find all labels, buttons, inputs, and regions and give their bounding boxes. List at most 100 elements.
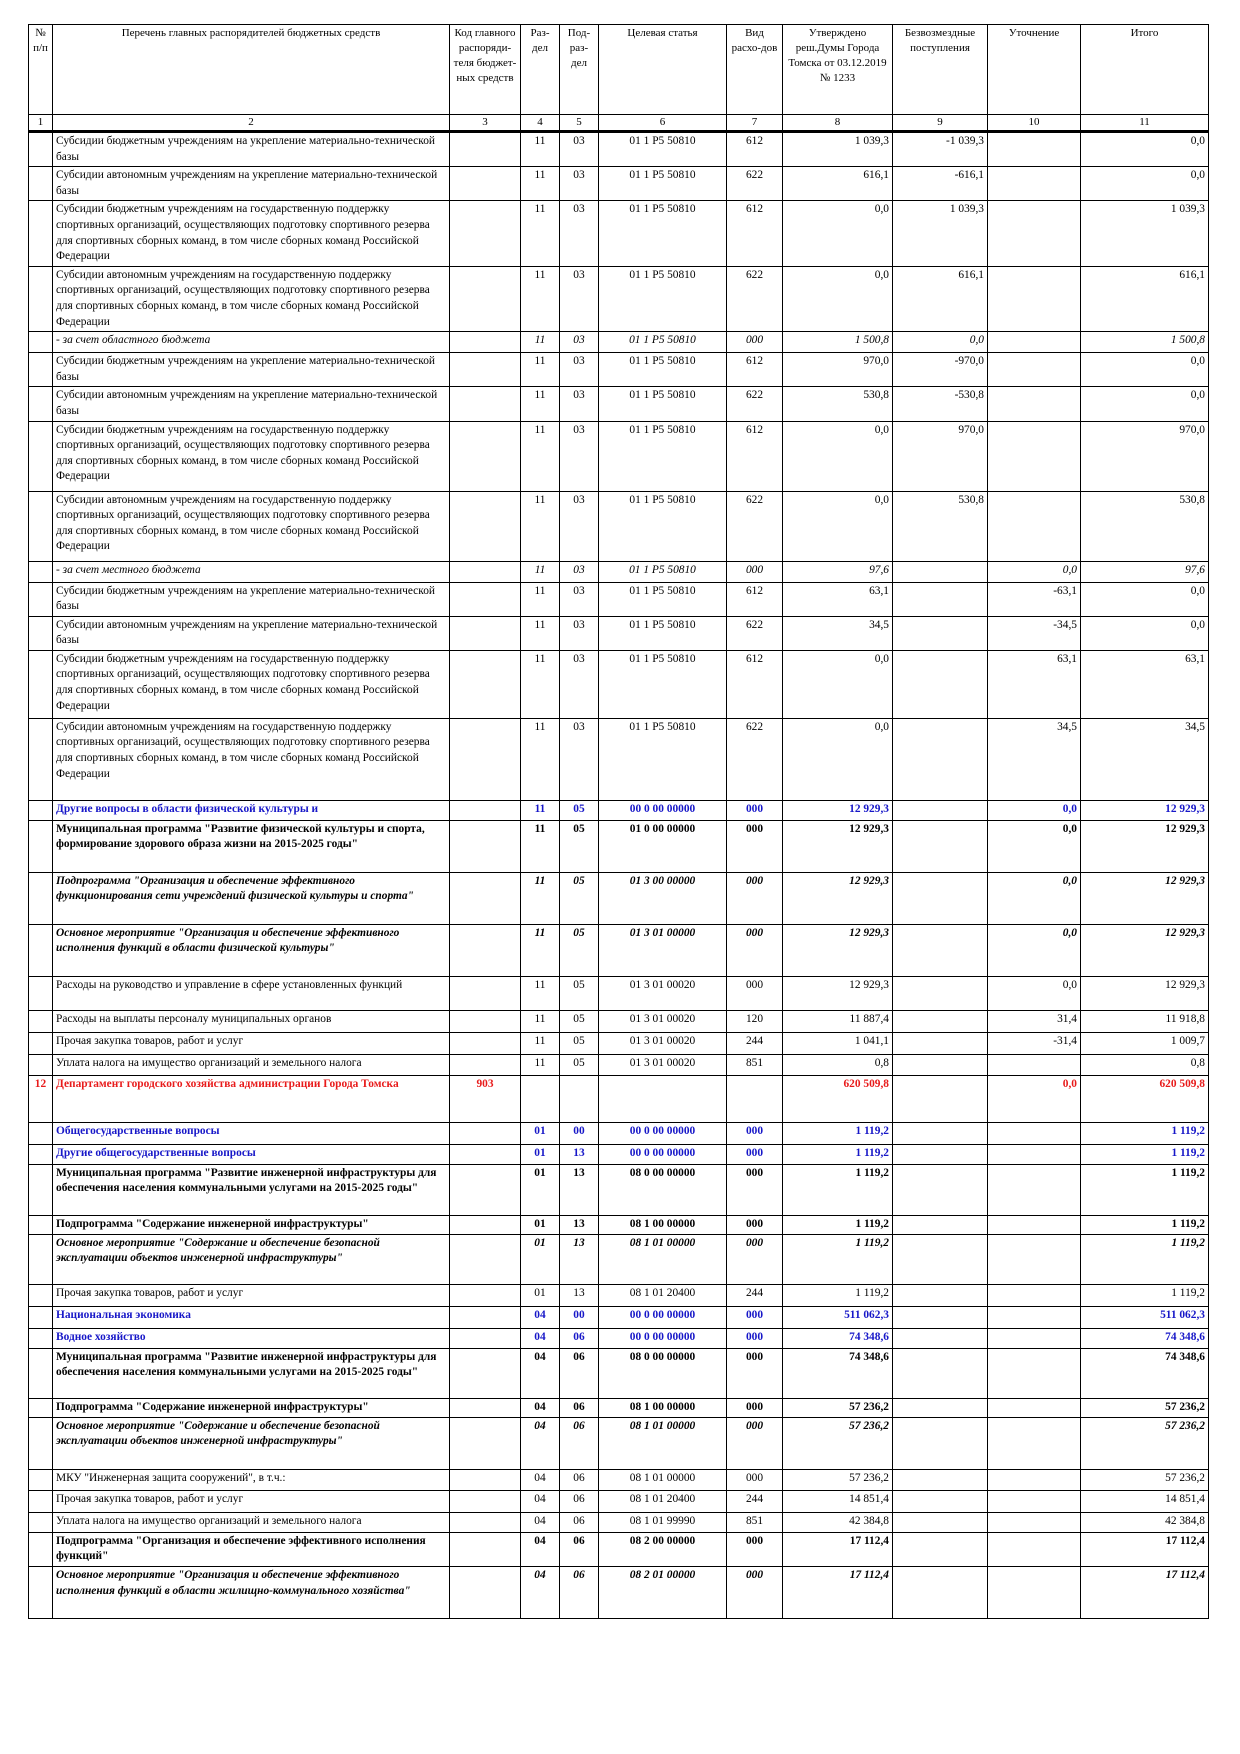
podrazdel-cell: 05 [559, 819, 599, 873]
total-amount: 530,8 [1080, 490, 1209, 562]
total-amount: 970,0 [1080, 420, 1209, 492]
target-article-cell: 01 3 01 00020 [598, 1053, 727, 1076]
expense-type-cell: 622 [726, 490, 783, 562]
approved-amount: 620 509,8 [782, 1074, 893, 1123]
podrazdel-cell: 13 [559, 1214, 599, 1235]
column-number: 5 [559, 114, 599, 133]
clarification-amount [987, 130, 1081, 168]
target-article-cell: 08 1 01 20400 [598, 1283, 727, 1307]
approved-amount: 12 929,3 [782, 871, 893, 925]
grants-amount [892, 1511, 988, 1533]
row-name: Основное мероприятие "Организация и обес… [52, 1566, 450, 1620]
table-row: Субсидии автономным учреждениям на госуд… [28, 717, 1209, 801]
grants-amount [892, 799, 988, 821]
grants-amount [892, 1347, 988, 1399]
total-amount: 620 509,8 [1080, 1074, 1209, 1123]
table-row: Муниципальная программа "Развитие физиче… [28, 819, 1209, 873]
row-name: Субсидии автономным учреждениям на укреп… [52, 386, 450, 422]
expense-type-cell: 622 [726, 615, 783, 651]
budget-holder-code [449, 1283, 521, 1307]
budget-holder-code [449, 1053, 521, 1076]
budget-holder-code [449, 799, 521, 821]
grants-amount [892, 1468, 988, 1491]
total-amount: 1 119,2 [1080, 1283, 1209, 1307]
budget-holder-code [449, 1031, 521, 1055]
approved-amount: 530,8 [782, 386, 893, 422]
total-amount: 57 236,2 [1080, 1416, 1209, 1470]
target-article-cell: 00 0 00 00000 [598, 1121, 727, 1145]
expense-type-cell: 000 [726, 1327, 783, 1349]
expense-type-cell: 622 [726, 166, 783, 202]
expense-type-cell: 000 [726, 975, 783, 1011]
grants-amount [892, 923, 988, 977]
podrazdel-cell: 03 [559, 265, 599, 333]
total-amount: 1 119,2 [1080, 1121, 1209, 1145]
clarification-amount: 31,4 [987, 1009, 1081, 1033]
razdel-cell: 11 [520, 200, 560, 267]
clarification-amount [987, 265, 1081, 333]
table-row: Муниципальная программа "Развитие инжене… [28, 1163, 1209, 1216]
grants-amount [892, 1143, 988, 1165]
razdel-cell: 04 [520, 1468, 560, 1491]
row-name: Субсидии автономным учреждениям на укреп… [52, 615, 450, 651]
razdel-cell: 04 [520, 1416, 560, 1470]
table-row: Субсидии бюджетным учреждениям на укрепл… [28, 352, 1209, 388]
grants-amount [892, 1566, 988, 1620]
clarification-amount [987, 1511, 1081, 1533]
total-amount: 1 119,2 [1080, 1214, 1209, 1235]
budget-holder-code [449, 386, 521, 422]
grants-amount: 1 039,3 [892, 200, 988, 267]
razdel-cell: 11 [520, 420, 560, 492]
total-amount: 74 348,6 [1080, 1347, 1209, 1399]
total-amount: 511 062,3 [1080, 1305, 1209, 1329]
expense-type-cell: 000 [726, 1397, 783, 1418]
total-amount: 12 929,3 [1080, 923, 1209, 977]
header-code: Код главного распоряди-теля бюджет-ных с… [449, 24, 521, 115]
budget-holder-code [449, 1566, 521, 1620]
grants-amount [892, 1283, 988, 1307]
grants-amount [892, 649, 988, 719]
target-article-cell: 01 3 01 00020 [598, 975, 727, 1011]
row-name: Другие вопросы в области физической куль… [52, 799, 450, 821]
row-name: Общегосударственные вопросы [52, 1121, 450, 1145]
budget-holder-code [449, 1511, 521, 1533]
budget-holder-code [449, 166, 521, 202]
total-amount: 57 236,2 [1080, 1397, 1209, 1418]
approved-amount: 0,0 [782, 420, 893, 492]
grants-amount [892, 1327, 988, 1349]
target-article-cell: 01 1 P5 50810 [598, 490, 727, 562]
budget-holder-code [449, 923, 521, 977]
grants-amount [892, 871, 988, 925]
budget-holder-code [449, 1531, 521, 1568]
row-number [28, 331, 53, 354]
approved-amount: 34,5 [782, 615, 893, 651]
target-article-cell: 01 1 P5 50810 [598, 331, 727, 354]
clarification-amount: 0,0 [987, 975, 1081, 1011]
total-amount: 0,0 [1080, 130, 1209, 168]
row-name: Основное мероприятие "Организация и обес… [52, 923, 450, 977]
expense-type-cell: 612 [726, 581, 783, 617]
budget-holder-code [449, 871, 521, 925]
grants-amount [892, 1214, 988, 1235]
expense-type-cell: 000 [726, 799, 783, 821]
expense-type-cell: 612 [726, 649, 783, 719]
grants-amount [892, 1397, 988, 1418]
total-amount: 616,1 [1080, 265, 1209, 333]
row-number [28, 1163, 53, 1216]
approved-amount: 74 348,6 [782, 1327, 893, 1349]
row-number [28, 1031, 53, 1055]
clarification-amount [987, 1233, 1081, 1285]
expense-type-cell: 000 [726, 819, 783, 873]
grants-amount: -530,8 [892, 386, 988, 422]
clarification-amount [987, 420, 1081, 492]
row-name: Подпрограмма "Организация и обеспечение … [52, 871, 450, 925]
table-row: Субсидии автономным учреждениям на госуд… [28, 265, 1209, 333]
grants-amount [892, 1121, 988, 1145]
clarification-amount [987, 1468, 1081, 1491]
table-row: Расходы на выплаты персоналу муниципальн… [28, 1009, 1209, 1033]
budget-holder-code [449, 130, 521, 168]
grants-amount: -970,0 [892, 352, 988, 388]
total-amount: 12 929,3 [1080, 819, 1209, 873]
clarification-amount [987, 1416, 1081, 1470]
table-row: Субсидии бюджетным учреждениям на госуда… [28, 649, 1209, 719]
